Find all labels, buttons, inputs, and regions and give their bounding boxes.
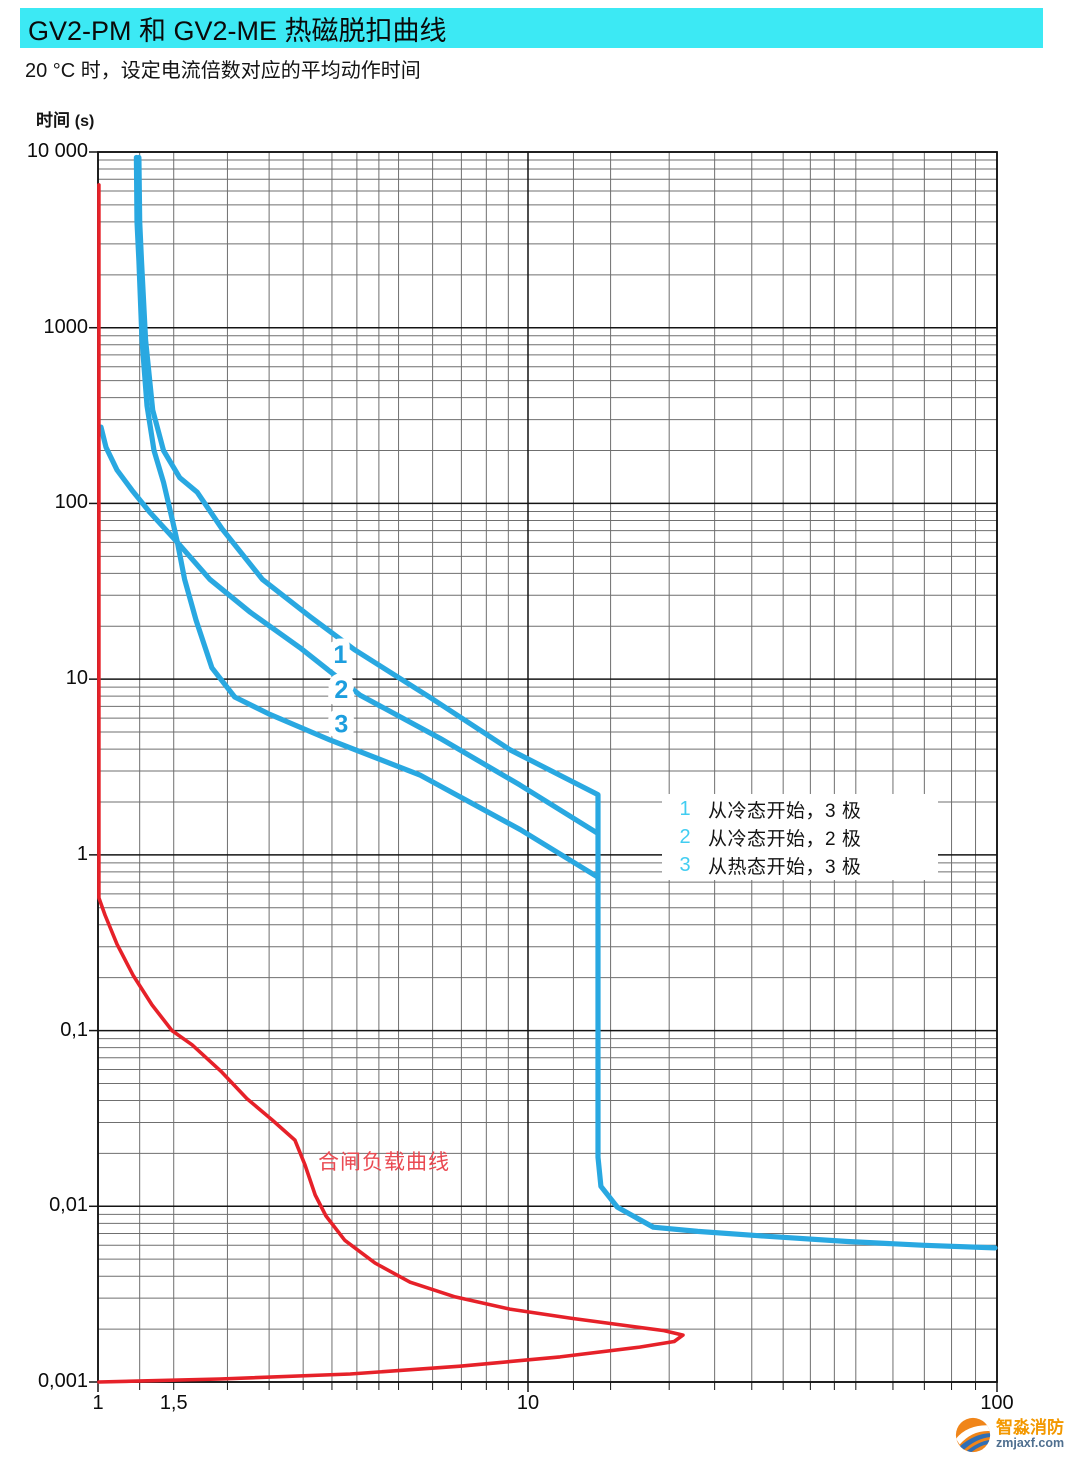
curve-series-3 bbox=[133, 154, 600, 880]
curve-label-3: 3 bbox=[334, 710, 348, 738]
curve-label-1: 1 bbox=[333, 641, 347, 669]
closing-load-curve-label: 合闸负载曲线 bbox=[318, 1151, 450, 1174]
legend-index-2: 2 bbox=[679, 825, 691, 848]
watermark-text: 智淼消防 zmjaxf.com bbox=[996, 1417, 1065, 1451]
watermark-domain: zmjaxf.com bbox=[996, 1436, 1065, 1451]
legend: 1 从冷态开始，3 极 2 从冷态开始，2 极 3 从热态开始，3 极 bbox=[662, 794, 938, 880]
page-subtitle: 20 °C 时，设定电流倍数对应的平均动作时间 bbox=[25, 60, 421, 82]
legend-row-cold-2pole: 2 从冷态开始，2 极 bbox=[662, 824, 938, 850]
legend-index-1: 1 bbox=[679, 797, 691, 820]
y-axis-title: 时间 (s) bbox=[36, 106, 94, 131]
y-tick-label-0,1: 0,1 bbox=[60, 1018, 88, 1041]
curve-series-2 bbox=[98, 424, 600, 836]
y-axis-unit: (s) bbox=[74, 113, 95, 130]
legend-label-1: 从冷态开始，3 极 bbox=[708, 800, 862, 822]
page-title: GV2-PM 和 GV2-ME 热磁脱扣曲线 bbox=[20, 8, 1043, 48]
x-tick-label-1,5: 1,5 bbox=[159, 1392, 188, 1414]
y-tick-label-100: 100 bbox=[54, 491, 88, 514]
curve-series-1 bbox=[136, 154, 998, 1251]
y-tick-label-0,01: 0,01 bbox=[49, 1194, 88, 1217]
y-tick-label-1000: 1000 bbox=[43, 315, 89, 338]
legend-label-3: 从热态开始，3 极 bbox=[708, 856, 862, 878]
watermark: 智淼消防 zmjaxf.com bbox=[954, 1416, 1064, 1454]
watermark-name: 智淼消防 bbox=[996, 1417, 1064, 1437]
y-tick-label-10 000: 10 000 bbox=[26, 140, 88, 162]
legend-row-hot-3pole: 3 从热态开始，3 极 bbox=[662, 852, 938, 878]
curve-series-4 bbox=[97, 183, 685, 1384]
y-tick-label-10: 10 bbox=[65, 667, 88, 690]
y-axis-title-text: 时间 bbox=[36, 111, 70, 130]
curves bbox=[97, 154, 998, 1384]
curve-label-2: 2 bbox=[334, 676, 348, 704]
x-tick-label-1: 1 bbox=[92, 1392, 104, 1414]
legend-label-2: 从冷态开始，2 极 bbox=[708, 828, 862, 850]
curve-number-labels: 1 2 3 bbox=[326, 634, 355, 745]
x-tick-label-10: 10 bbox=[516, 1392, 540, 1414]
grid-major-lines bbox=[89, 151, 998, 1392]
y-tick-label-1: 1 bbox=[76, 842, 88, 865]
watermark-logo-icon bbox=[955, 1417, 991, 1453]
legend-row-cold-3pole: 1 从冷态开始，3 极 bbox=[662, 796, 938, 822]
y-tick-label-0,001: 0,001 bbox=[37, 1370, 88, 1392]
legend-index-3: 3 bbox=[679, 853, 691, 876]
x-tick-label-100: 100 bbox=[980, 1392, 1014, 1414]
